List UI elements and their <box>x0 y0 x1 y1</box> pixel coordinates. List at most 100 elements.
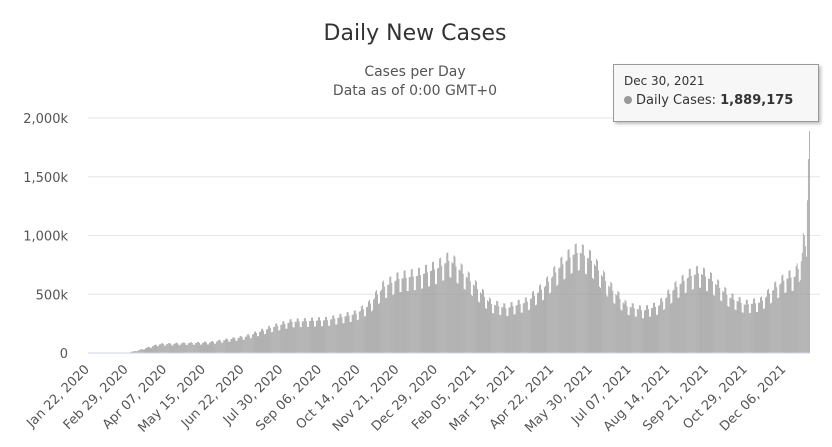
bar <box>671 302 673 353</box>
bar <box>770 303 772 353</box>
bar <box>429 286 430 353</box>
bar <box>436 283 438 353</box>
bar <box>435 284 437 353</box>
bar <box>157 346 159 353</box>
bar <box>516 305 518 353</box>
bar <box>412 276 414 353</box>
bar <box>204 341 205 353</box>
bar <box>709 278 710 353</box>
bar <box>491 303 493 353</box>
bar <box>793 276 795 353</box>
tooltip-date: Dec 30, 2021 <box>624 74 705 88</box>
bar <box>692 289 694 353</box>
bar <box>301 321 303 353</box>
bar <box>173 343 175 353</box>
bar <box>263 330 264 353</box>
bar <box>495 305 497 353</box>
bar <box>166 343 168 353</box>
bar <box>494 304 496 353</box>
bar <box>521 312 523 353</box>
bar <box>151 347 152 353</box>
bar <box>564 278 566 353</box>
bar <box>400 292 402 353</box>
bar <box>595 265 596 353</box>
bar <box>156 345 157 353</box>
bar <box>425 265 426 353</box>
bar <box>471 295 473 353</box>
bar <box>458 269 460 353</box>
bar <box>551 277 553 353</box>
bar <box>285 328 287 353</box>
bar <box>299 327 301 353</box>
bar <box>244 336 246 353</box>
bar <box>648 309 649 353</box>
bar <box>713 294 715 353</box>
bar <box>385 298 387 353</box>
bar <box>245 336 247 353</box>
chart-title: Daily New Cases <box>324 21 507 46</box>
bar <box>391 282 393 353</box>
bar <box>637 309 639 353</box>
bar <box>762 300 763 353</box>
bar <box>169 342 171 353</box>
bar <box>590 250 591 353</box>
bar <box>456 282 458 353</box>
bar <box>735 310 737 353</box>
bar <box>618 292 620 353</box>
bar <box>441 265 443 353</box>
bar <box>644 310 645 353</box>
bar <box>377 294 378 353</box>
bar <box>557 284 559 353</box>
bar <box>332 315 334 353</box>
bar <box>191 343 193 353</box>
bar <box>506 316 508 353</box>
bar <box>382 282 384 353</box>
bar <box>774 282 776 353</box>
bar <box>750 303 752 353</box>
bar <box>552 276 554 353</box>
bar <box>739 297 741 353</box>
bar <box>576 252 578 353</box>
bar <box>804 246 806 353</box>
bar <box>323 320 324 353</box>
tooltip-series-label: Daily Cases: <box>636 93 716 108</box>
bar <box>176 342 178 353</box>
bar <box>234 338 236 353</box>
bar <box>696 265 698 353</box>
bar <box>548 281 550 353</box>
bar <box>638 305 640 353</box>
bar <box>530 298 532 353</box>
bar <box>531 291 533 353</box>
bar <box>362 309 364 353</box>
bar <box>187 343 189 353</box>
bar <box>614 303 616 353</box>
bar <box>676 286 678 353</box>
bar <box>258 336 259 353</box>
bar <box>199 342 200 353</box>
bar <box>268 326 270 353</box>
bar <box>582 245 584 353</box>
bar <box>492 313 494 353</box>
bars <box>88 131 810 354</box>
bar <box>361 305 363 353</box>
bar <box>251 334 253 353</box>
bar <box>553 267 555 353</box>
bar <box>311 317 312 353</box>
bar <box>751 303 753 353</box>
bar <box>789 270 791 353</box>
bar <box>417 267 419 353</box>
bar <box>421 288 422 353</box>
bar <box>607 296 609 353</box>
bar <box>195 342 197 353</box>
bar <box>631 303 633 353</box>
bar <box>220 340 222 353</box>
bar <box>797 268 799 353</box>
bar <box>677 298 679 353</box>
bar <box>255 331 256 353</box>
bar <box>764 308 765 353</box>
bar <box>314 326 315 353</box>
bar <box>457 283 459 353</box>
bar <box>485 307 486 353</box>
bar <box>427 272 428 353</box>
bar <box>196 341 198 353</box>
